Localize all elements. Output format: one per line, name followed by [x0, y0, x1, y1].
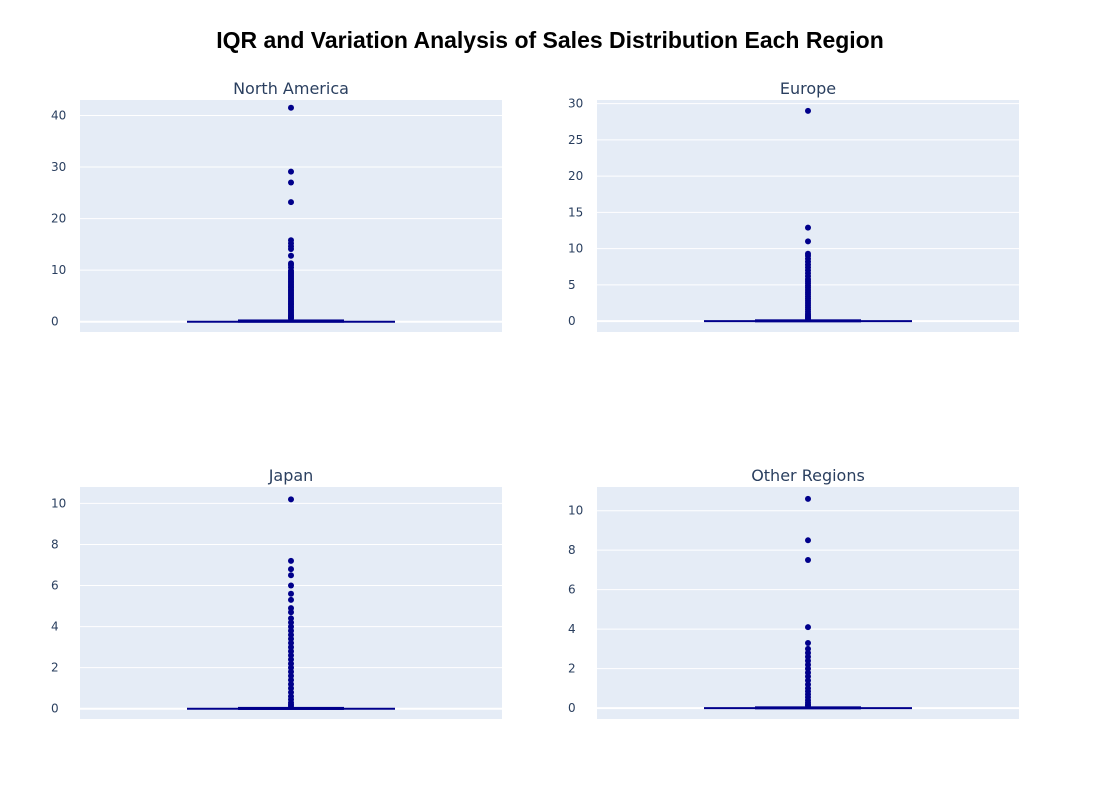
outlier-point — [288, 640, 294, 647]
y-tick-label: 20 — [51, 212, 66, 226]
y-tick-label: 10 — [568, 242, 583, 256]
outlier-point — [288, 660, 294, 667]
y-tick-label: 10 — [568, 504, 583, 518]
outlier-point — [805, 639, 811, 646]
y-tick-label: 8 — [51, 537, 59, 551]
outlier-point — [805, 224, 811, 231]
subplot-3: 0 2 4 6 8 10 Japan — [51, 466, 502, 719]
outlier-point — [288, 685, 294, 692]
outlier-point — [805, 702, 811, 709]
outlier-point — [288, 681, 294, 688]
outlier-point — [288, 590, 294, 597]
y-tick-label: 10 — [51, 263, 66, 277]
outlier-point — [288, 557, 294, 564]
chart-title: IQR and Variation Analysis of Sales Dist… — [216, 27, 884, 53]
outlier-point — [288, 615, 294, 622]
subplot-4: 0 2 4 6 8 10 Other Regions — [568, 466, 1019, 719]
outlier-point — [288, 572, 294, 579]
outlier-point — [805, 495, 811, 502]
y-tick-label: 2 — [51, 661, 59, 675]
y-tick-label: 15 — [568, 205, 583, 219]
outlier-point — [288, 619, 294, 626]
outlier-point — [288, 315, 294, 322]
outlier-point — [288, 496, 294, 503]
outlier-point — [805, 315, 811, 322]
y-tick-label: 30 — [51, 160, 66, 174]
outlier-point — [288, 566, 294, 573]
outlier-point — [288, 672, 294, 679]
outlier-point — [288, 631, 294, 638]
outlier-point — [288, 627, 294, 634]
outlier-point — [805, 107, 811, 114]
outlier-point — [288, 648, 294, 655]
outlier-point — [288, 252, 294, 259]
y-tick-label: 4 — [568, 622, 576, 636]
outlier-point — [288, 644, 294, 651]
outlier-point — [805, 537, 811, 544]
outlier-point — [805, 238, 811, 245]
y-tick-label: 0 — [568, 314, 576, 328]
outlier-point — [805, 624, 811, 631]
outlier-point — [288, 605, 294, 612]
outlier-point — [805, 557, 811, 564]
outlier-point — [288, 676, 294, 683]
outlier-point — [288, 199, 294, 206]
subplot-title: Europe — [780, 79, 836, 98]
subplot-title: North America — [233, 79, 349, 98]
subplot-2: 0 5 10 15 20 25 30 Europe — [568, 79, 1019, 332]
y-tick-label: 10 — [51, 496, 66, 510]
y-tick-label: 0 — [51, 315, 59, 329]
outlier-point — [288, 245, 294, 252]
y-tick-label: 6 — [51, 579, 59, 593]
outlier-point — [288, 104, 294, 111]
y-tick-label: 30 — [568, 97, 583, 111]
y-tick-label: 5 — [568, 278, 576, 292]
outlier-point — [288, 668, 294, 675]
y-tick-label: 25 — [568, 133, 583, 147]
y-tick-label: 0 — [568, 701, 576, 715]
y-tick-label: 40 — [51, 108, 66, 122]
subplot-title: Other Regions — [751, 466, 865, 485]
y-tick-label: 20 — [568, 169, 583, 183]
outlier-point — [288, 582, 294, 589]
subplot-title: Japan — [268, 466, 314, 485]
y-tick-label: 6 — [568, 583, 576, 597]
outlier-point — [288, 168, 294, 175]
y-tick-label: 8 — [568, 543, 576, 557]
outlier-point — [288, 689, 294, 696]
y-tick-label: 0 — [51, 702, 59, 716]
outlier-point — [288, 596, 294, 603]
outlier-point — [288, 656, 294, 663]
outlier-point — [288, 609, 294, 616]
outlier-point — [288, 179, 294, 186]
outlier-point — [288, 664, 294, 671]
outlier-point — [288, 652, 294, 659]
y-tick-label: 2 — [568, 662, 576, 676]
outlier-point — [288, 623, 294, 630]
outlier-point — [288, 635, 294, 642]
outlier-point — [288, 703, 294, 710]
subplot-1: 0 10 20 30 40 North America — [51, 79, 502, 332]
y-tick-label: 4 — [51, 620, 59, 634]
